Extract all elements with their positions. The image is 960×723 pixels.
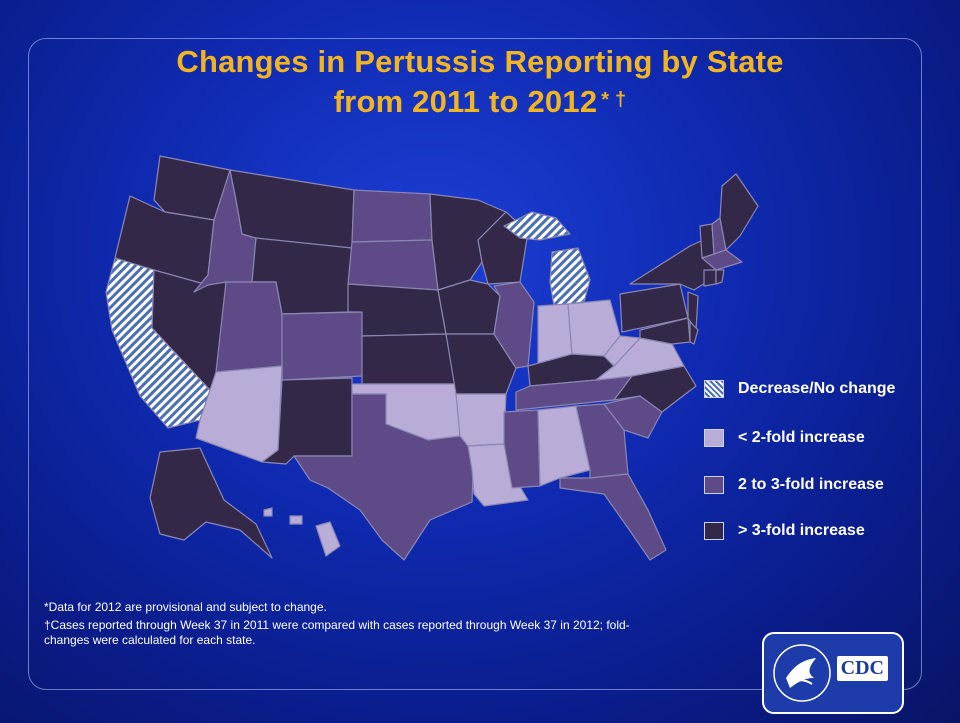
cdc-wordmark: CDC [836,656,888,681]
title-line-2: from 2011 to 2012 [333,84,598,119]
state-MT [229,169,355,249]
state-ND [351,189,433,243]
state-FL [559,473,667,561]
footnote-method: †Cases reported through Week 37 in 2011 … [44,618,630,647]
legend-swatch-2to3 [704,476,724,494]
state-DE [689,321,699,345]
legend-swatch-lt2 [704,429,724,447]
state-TX [293,393,475,561]
state-RI [715,269,725,285]
legend-label-lt2: < 2-fold increase [738,429,865,446]
state-AK [149,447,273,559]
state-MA [701,249,743,271]
state-MI [549,247,591,307]
legend-swatch-decrease [704,380,724,398]
state-IA [437,279,501,335]
state-HI-2 [289,515,303,525]
hhs-eagle-icon [773,644,831,702]
state-NE [347,283,447,337]
footnote-provisional: *Data for 2012 are provisional and subje… [44,600,327,614]
cdc-logo: CDC [762,632,904,714]
legend-swatch-gt3 [704,522,724,540]
state-AZ [195,365,283,463]
state-MO [445,333,517,395]
state-AR [455,393,507,447]
legend-item-decrease: Decrease/No change [704,378,895,400]
state-HI-3 [315,521,341,557]
state-MS [503,409,541,489]
map-subtitle: from 2011 to 2012 * † [0,84,960,120]
state-MI-upper [503,211,571,241]
state-CO [281,311,363,381]
state-SD [347,239,439,291]
title-line-1: Changes in Pertussis Reporting by State [176,44,784,79]
map-title: Changes in Pertussis Reporting by State [0,44,960,80]
legend-label-2to3: 2 to 3-fold increase [738,476,884,493]
state-ME [719,173,759,251]
legend-item-2to3: 2 to 3-fold increase [704,474,884,496]
legend-item-gt3: > 3-fold increase [704,520,865,542]
legend-label-decrease: Decrease/No change [738,380,896,397]
state-UT [215,281,283,373]
state-KS [361,333,457,385]
state-MD [639,317,691,345]
state-HI-1 [263,507,273,517]
legend-label-gt3: > 3-fold increase [738,522,865,539]
state-CT [703,269,717,287]
state-AL [537,405,591,487]
legend-item-lt2: < 2-fold increase [704,427,865,449]
state-IL [493,281,535,369]
slide-frame [28,38,922,690]
title-footnote-marks: * † [601,89,627,111]
